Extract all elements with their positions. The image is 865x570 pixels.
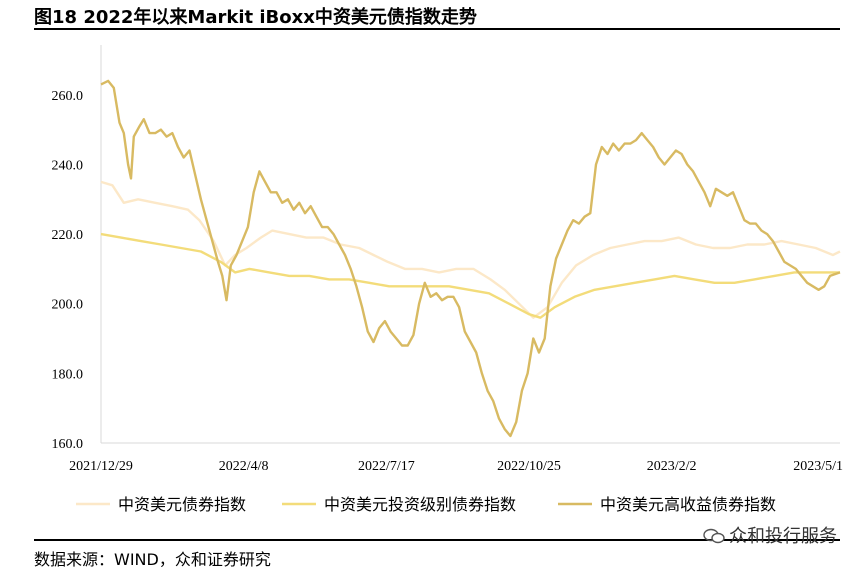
series-lines bbox=[100, 79, 841, 438]
figure-title: 图18 2022年以来Markit iBoxx中资美元债指数走势 bbox=[34, 7, 477, 28]
x-tick-label: 2021/12/29 bbox=[69, 459, 133, 474]
watermark-text: 众和投行服务 bbox=[729, 526, 837, 547]
legend-label-3: 中资美元高收益债券指数 bbox=[600, 495, 776, 514]
series-line-1 bbox=[100, 180, 841, 319]
y-tick-label: 240.0 bbox=[52, 158, 84, 173]
x-tick-label: 2022/10/25 bbox=[497, 459, 561, 474]
x-axis: 2021/12/29 2022/4/8 2022/7/17 2022/10/25 202… bbox=[69, 442, 843, 474]
x-tick-label: 2022/7/17 bbox=[358, 459, 415, 474]
y-axis: 160.0 180.0 200.0 220.0 240.0 260.0 bbox=[52, 45, 102, 452]
legend-label-2: 中资美元投资级别债券指数 bbox=[324, 495, 516, 514]
source-rule bbox=[34, 539, 840, 541]
watermark: 众和投行服务 bbox=[703, 522, 837, 548]
x-tick-label: 2023/5/1 bbox=[793, 459, 843, 474]
y-tick-label: 160.0 bbox=[52, 437, 84, 452]
y-tick-label: 200.0 bbox=[52, 298, 84, 313]
y-tick-label: 260.0 bbox=[52, 89, 84, 104]
legend-label-1: 中资美元债券指数 bbox=[118, 495, 246, 514]
x-tick-label: 2022/4/8 bbox=[219, 459, 269, 474]
x-tick-label: 2023/2/2 bbox=[647, 459, 697, 474]
data-source: 数据来源：WIND，众和证券研究 bbox=[34, 550, 271, 569]
series-line-2 bbox=[100, 232, 840, 319]
legend: 中资美元债券指数 中资美元投资级别债券指数 中资美元高收益债券指数 bbox=[76, 495, 776, 514]
series-line-3 bbox=[100, 79, 841, 438]
y-tick-label: 180.0 bbox=[52, 367, 84, 382]
wechat-icon bbox=[703, 528, 725, 544]
title-rule bbox=[34, 28, 840, 30]
y-tick-label: 220.0 bbox=[52, 228, 84, 243]
